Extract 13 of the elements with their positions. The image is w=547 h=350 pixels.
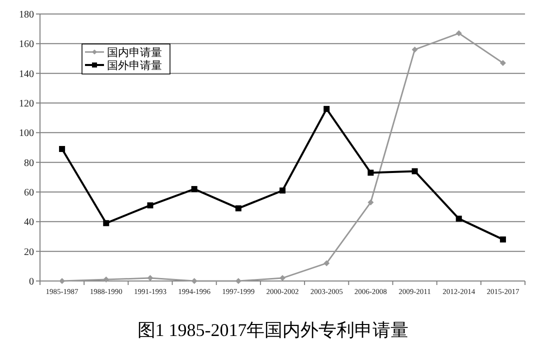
legend-label: 国外申请量 (107, 59, 162, 72)
legend-label: 国内申请量 (107, 46, 162, 59)
y-tick-label: 140 (19, 68, 34, 80)
y-tick-label: 60 (24, 188, 34, 198)
y-tick-label: 160 (19, 39, 34, 50)
y-tick-label: 100 (19, 128, 34, 140)
y-tick-label: 20 (24, 246, 34, 258)
y-tick-label: 0 (29, 276, 34, 288)
y-tick-label: 180 (19, 10, 34, 20)
y-tick-label: 40 (24, 217, 34, 228)
text: 图1 1985-2017年国内外专利申请量 (137, 320, 409, 340)
y-tick-label: 80 (24, 158, 34, 169)
y-tick-label: 120 (19, 98, 34, 110)
